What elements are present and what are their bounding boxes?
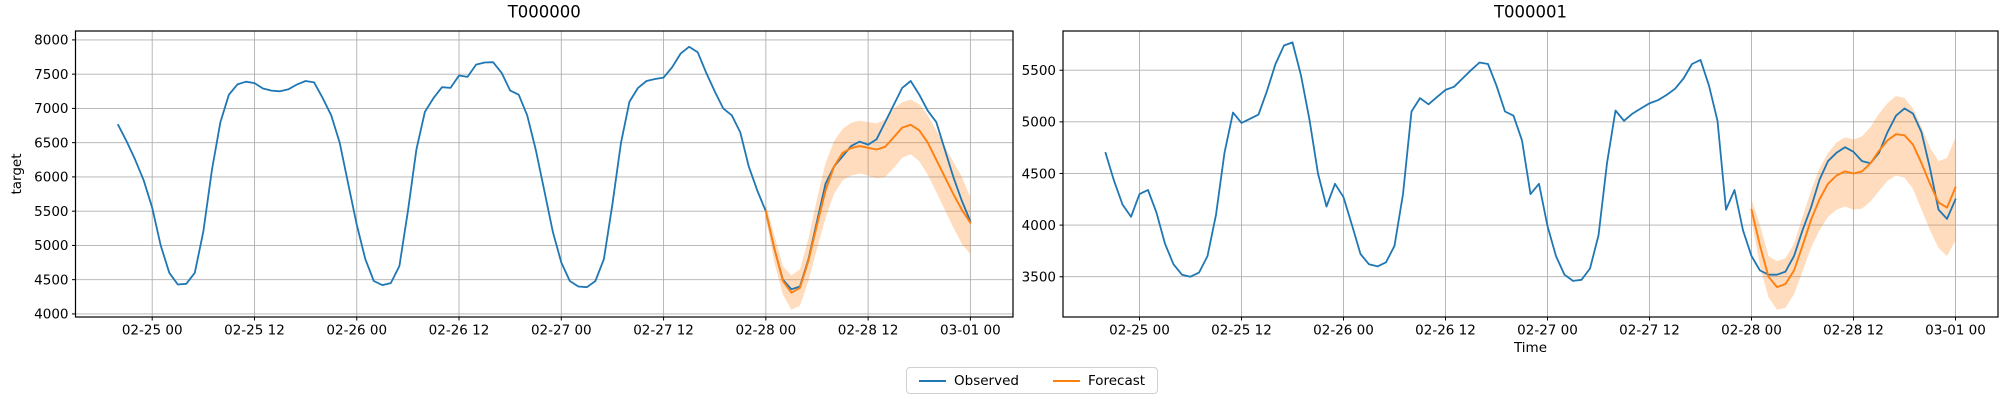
observed-line <box>1104 41 1957 282</box>
tick-marks <box>72 39 971 321</box>
axes-spines <box>74 30 1014 318</box>
y-tick-label: 7500 <box>34 67 68 83</box>
y-tick-label: 4500 <box>1022 166 1056 182</box>
tick-marks <box>1059 69 1956 321</box>
forecast-median-line <box>764 123 972 294</box>
forecast-median-line <box>1750 133 1957 289</box>
y-tick-label: 4500 <box>34 272 68 288</box>
y-tick-label: 3500 <box>1022 270 1056 286</box>
forecast-line-swatch-icon <box>1052 379 1080 382</box>
x-tick-label: 02-25 00 <box>122 323 183 339</box>
x-tick-label: 02-27 00 <box>1517 323 1578 339</box>
x-tick-label: 02-26 12 <box>429 323 490 339</box>
x-tick-label: 02-28 00 <box>735 323 796 339</box>
tick-labels: 02-25 00 02-25 12 02-26 00 02-26 12 02-27 00… <box>1022 63 1986 338</box>
y-tick-label: 4000 <box>1022 218 1056 234</box>
x-tick-label: 02-28 12 <box>1823 323 1884 339</box>
y-tick-label: 7000 <box>34 101 68 117</box>
chart-title: T000000 <box>507 3 581 22</box>
y-tick-label: 6500 <box>34 135 68 151</box>
x-tick-label: 02-25 12 <box>1211 323 1272 339</box>
legend: Observed Forecast <box>906 367 1159 394</box>
y-tick-label: 6000 <box>34 170 68 186</box>
x-tick-label: 02-25 00 <box>1109 323 1170 339</box>
x-tick-label: 02-27 12 <box>633 323 694 339</box>
x-tick-label: 02-27 12 <box>1619 323 1680 339</box>
axes-spines <box>1062 30 1999 318</box>
y-axis-label: target <box>9 153 25 194</box>
prediction-interval-band <box>1751 96 1956 310</box>
x-tick-label: 02-28 12 <box>838 323 899 339</box>
y-tick-label: 5500 <box>1022 63 1056 79</box>
x-tick-label: 02-26 00 <box>326 323 387 339</box>
legend-item-observed: Observed <box>919 373 1019 389</box>
chart-title: T000001 <box>1493 3 1567 22</box>
legend-item-forecast: Forecast <box>1052 372 1146 389</box>
y-tick-label: 5000 <box>34 238 68 254</box>
x-tick-label: 03-01 00 <box>1925 323 1986 339</box>
tick-labels: 02-25 00 02-25 12 02-26 00 02-26 12 02-27 00… <box>34 33 1001 339</box>
x-tick-label: 02-26 12 <box>1415 323 1476 339</box>
grid-lines <box>75 31 1013 317</box>
legend-label-forecast: Forecast <box>1087 372 1146 389</box>
legend-label-observed: Observed <box>954 372 1019 389</box>
grid-lines <box>1063 31 1998 317</box>
x-tick-label: 02-27 00 <box>531 323 592 339</box>
y-tick-label: 5000 <box>1022 115 1056 131</box>
x-axis-label: Time <box>1513 340 1547 356</box>
x-tick-label: 03-01 00 <box>940 323 1001 339</box>
y-tick-label: 4000 <box>34 307 68 323</box>
y-tick-label: 8000 <box>34 33 68 49</box>
observed-line <box>117 45 972 291</box>
observed-line-swatch-icon <box>919 379 946 382</box>
x-tick-label: 02-26 00 <box>1313 323 1374 339</box>
y-tick-label: 5500 <box>34 204 68 220</box>
x-tick-label: 02-28 00 <box>1721 323 1782 339</box>
x-tick-label: 02-25 12 <box>224 323 285 339</box>
prediction-interval-band <box>765 99 971 310</box>
